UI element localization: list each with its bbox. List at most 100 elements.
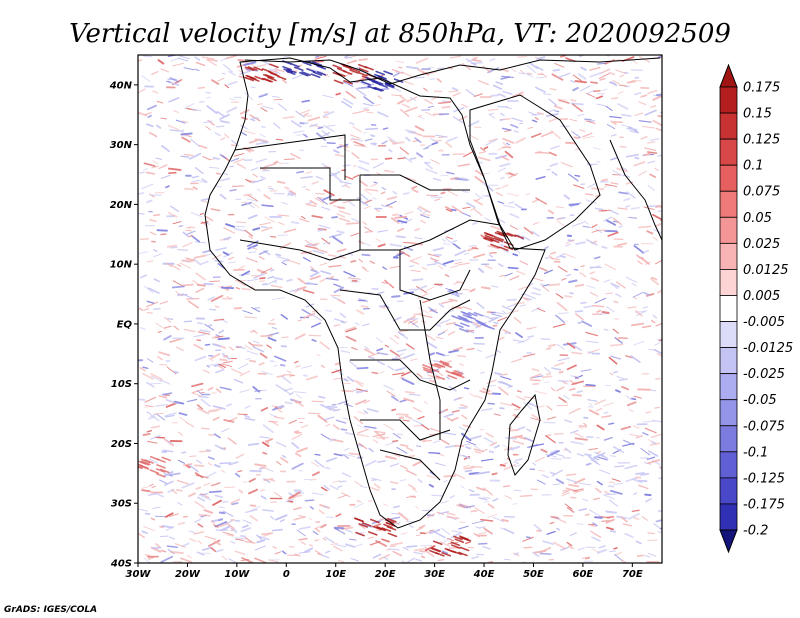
field-streak [343, 378, 349, 382]
field-streak [252, 227, 261, 231]
field-streak [248, 235, 253, 240]
field-streak [210, 353, 221, 360]
field-streak [176, 479, 190, 485]
field-streak [470, 465, 483, 468]
field-streak [227, 437, 237, 445]
field-streak [576, 523, 584, 526]
field-streak [146, 199, 153, 204]
field-streak [200, 495, 212, 501]
field-streak [412, 188, 419, 193]
field-streak [565, 243, 572, 247]
field-streak [550, 387, 556, 392]
field-streak [583, 385, 596, 388]
field-streak [144, 396, 157, 403]
field-streak [324, 536, 335, 544]
field-streak [657, 55, 662, 59]
field-streak [642, 306, 649, 309]
field-streak [558, 370, 564, 374]
field-streak [516, 56, 527, 58]
field-streak [656, 289, 662, 294]
field-streak [499, 162, 511, 168]
field-streak [275, 161, 283, 164]
field-streak [231, 502, 239, 506]
field-streak [501, 127, 512, 131]
field-streak [272, 280, 278, 284]
field-streak [159, 479, 168, 485]
field-streak [235, 345, 246, 350]
field-streak [482, 172, 490, 175]
field-strong-streak [343, 80, 353, 85]
field-streak [460, 404, 469, 408]
field-streak [610, 97, 619, 100]
field-streak [228, 70, 236, 76]
field-streak [322, 110, 335, 117]
field-streak [588, 447, 598, 451]
field-streak [319, 278, 327, 283]
field-streak [614, 465, 625, 468]
field-streak [175, 290, 184, 297]
field-streak [171, 488, 178, 494]
field-streak [279, 242, 292, 250]
field-streak [583, 220, 589, 225]
field-streak [610, 355, 622, 360]
field-streak [320, 403, 332, 411]
field-streak [564, 295, 573, 298]
field-streak [188, 234, 194, 238]
field-streak [646, 456, 656, 460]
field-streak [413, 551, 424, 555]
field-streak [359, 200, 369, 206]
field-streak [335, 92, 342, 96]
field-streak [162, 449, 174, 453]
field-streak [264, 163, 277, 168]
field-strong-streak [293, 66, 304, 71]
field-streak [579, 272, 587, 278]
field-streak [260, 495, 267, 500]
arabia-coastline [469, 94, 601, 251]
field-streak [377, 229, 388, 233]
field-streak [426, 341, 438, 349]
field-strong-streak [138, 465, 143, 470]
field-strong-streak [466, 315, 477, 321]
x-tick-label: 60E [573, 569, 594, 580]
field-streak [187, 554, 192, 559]
field-streak [364, 138, 373, 142]
field-streak [404, 211, 414, 215]
field-streak [546, 405, 553, 411]
field-streak [271, 326, 278, 330]
field-streak [269, 360, 275, 363]
field-streak [337, 485, 343, 488]
field-streak [580, 265, 585, 268]
field-streak [289, 375, 296, 377]
field-streak [571, 380, 584, 386]
field-streak [195, 272, 206, 281]
field-streak [570, 375, 580, 378]
field-streak [318, 224, 331, 229]
field-streak [601, 178, 608, 182]
field-streak [583, 422, 588, 427]
field-streak [452, 116, 465, 124]
colorbar-level-label: -0.175 [743, 497, 785, 512]
field-streak [434, 531, 446, 539]
field-strong-streak [358, 71, 368, 77]
field-streak [259, 489, 265, 492]
field-streak [504, 272, 513, 277]
field-streak [396, 433, 403, 436]
field-streak [654, 406, 661, 409]
field-streak [515, 395, 526, 401]
field-streak [556, 527, 561, 531]
field-streak [319, 341, 331, 350]
field-streak [212, 499, 222, 506]
field-streak [299, 218, 310, 223]
field-streak [415, 526, 424, 531]
field-streak [544, 381, 550, 383]
field-streak [182, 463, 193, 466]
field-streak [598, 313, 610, 315]
field-streak [253, 273, 266, 279]
field-streak [420, 555, 426, 559]
field-streak [207, 462, 213, 466]
field-streak [572, 74, 583, 82]
field-streak [399, 250, 411, 258]
field-streak [218, 329, 225, 334]
field-streak [301, 99, 311, 103]
field-streak [251, 307, 261, 313]
